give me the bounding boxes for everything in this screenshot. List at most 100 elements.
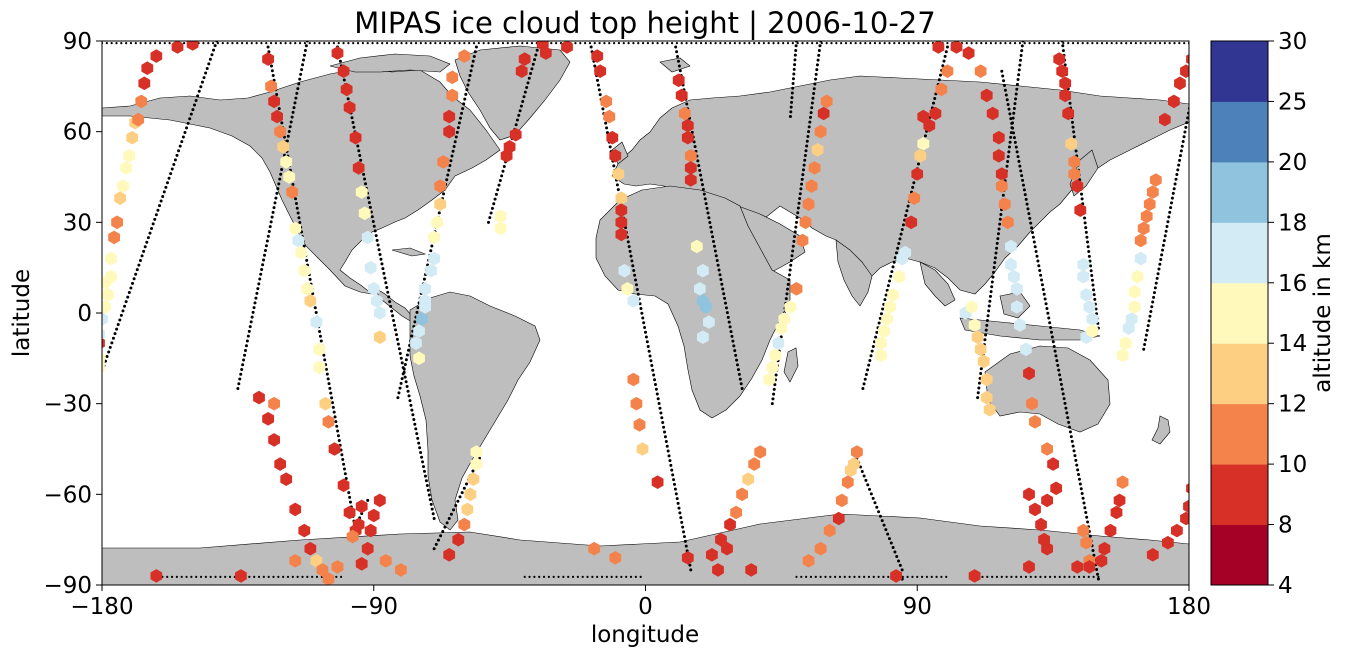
track-point [311, 575, 314, 578]
track-point [378, 252, 382, 256]
track-point [341, 457, 345, 461]
track-point [116, 323, 120, 327]
track-point [301, 63, 305, 67]
track-point [1071, 125, 1075, 129]
track-point [1064, 406, 1068, 410]
track-point [251, 310, 255, 314]
track-point [792, 67, 796, 71]
colorbar-tick-label: 16 [1278, 271, 1307, 297]
cloud-observation-marker [1095, 554, 1108, 568]
track-point [1087, 250, 1091, 254]
cloud-observation-marker [446, 88, 459, 103]
cloud-observation-marker [1110, 505, 1123, 520]
track-point [462, 486, 466, 490]
track-point [807, 130, 811, 134]
track-point [308, 277, 312, 281]
cloud-observation-marker [1083, 560, 1096, 574]
track-point [945, 45, 949, 49]
cloud-observation-marker [494, 221, 507, 236]
cloud-observation-marker [268, 396, 280, 411]
track-point [812, 91, 816, 95]
cloud-observation-marker [253, 390, 265, 405]
track-point [625, 575, 628, 578]
track-point [882, 575, 885, 578]
track-point [897, 559, 901, 563]
track-point [336, 429, 340, 433]
track-point [347, 491, 351, 495]
track-point [279, 172, 283, 176]
track-point [297, 82, 301, 86]
track-point [1125, 42, 1128, 45]
track-point [1039, 575, 1042, 578]
track-point [1139, 42, 1142, 45]
cloud-observation-marker [1005, 257, 1017, 272]
track-point [373, 229, 377, 233]
track-point [868, 358, 872, 362]
track-point [348, 495, 352, 499]
track-point [812, 87, 816, 91]
track-point [1076, 468, 1080, 472]
track-point [153, 217, 157, 221]
track-point [111, 336, 115, 340]
track-point [1096, 572, 1100, 576]
track-point [733, 349, 737, 353]
track-point [795, 575, 798, 578]
track-point [406, 389, 410, 393]
track-point [598, 93, 602, 97]
cloud-observation-marker [980, 390, 993, 405]
cloud-observation-marker [823, 523, 836, 538]
track-point [419, 42, 422, 45]
track-point [1007, 145, 1011, 149]
track-point [1044, 575, 1047, 578]
cloud-observation-marker [340, 82, 353, 97]
track-point [413, 422, 417, 426]
track-point [693, 145, 697, 149]
track-point [890, 270, 894, 274]
track-point [150, 226, 154, 230]
track-point [999, 42, 1002, 45]
track-point [519, 104, 523, 108]
cloud-observations [102, 41, 1189, 585]
track-point [791, 244, 795, 248]
track-point [817, 49, 821, 53]
track-point [1071, 42, 1075, 45]
track-point [1173, 42, 1176, 45]
track-point [716, 263, 720, 267]
track-point [1072, 130, 1076, 134]
track-point [404, 380, 408, 384]
track-point [238, 377, 242, 381]
track-point [1154, 281, 1158, 285]
track-point [296, 575, 299, 578]
cloud-observation-marker [1026, 396, 1038, 411]
cloud-observation-marker [1149, 173, 1162, 187]
cloud-observation-marker [1011, 300, 1023, 314]
cloud-observation-marker [1071, 560, 1084, 574]
track-point [996, 232, 1000, 236]
track-point [772, 42, 775, 45]
cloud-observation-marker [612, 167, 625, 181]
cloud-observation-marker [150, 49, 163, 63]
track-point [970, 42, 973, 45]
cloud-observation-marker [102, 353, 105, 364]
track-point [270, 64, 274, 68]
track-point [497, 183, 501, 187]
track-point [358, 153, 362, 157]
track-point [552, 575, 555, 578]
track-point [1010, 121, 1014, 125]
cloud-observation-marker [540, 46, 552, 60]
land-southeast-asia [919, 261, 956, 307]
track-point [684, 544, 688, 548]
track-point [1178, 154, 1182, 158]
track-point [417, 441, 421, 445]
track-point [1041, 288, 1045, 292]
cloud-observation-marker [1059, 76, 1072, 91]
cloud-observation-marker [328, 442, 341, 456]
track-point [729, 330, 733, 334]
track-point [267, 575, 270, 578]
track-point [892, 260, 896, 264]
cloud-observation-marker [594, 64, 607, 78]
track-point [700, 183, 704, 187]
track-point [347, 42, 350, 45]
track-point [166, 575, 169, 578]
cloud-observation-marker [437, 155, 450, 169]
